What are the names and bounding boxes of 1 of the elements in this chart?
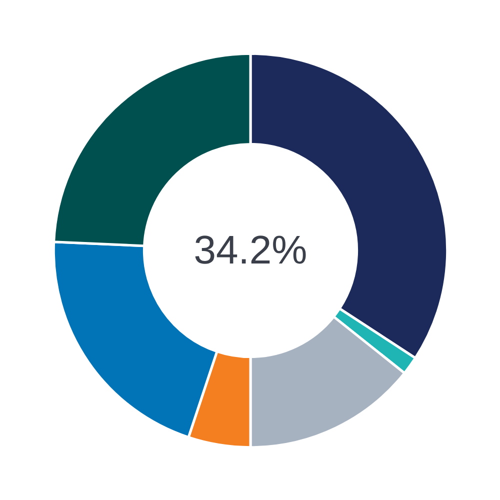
- text: 34.2%: [194, 228, 308, 272]
